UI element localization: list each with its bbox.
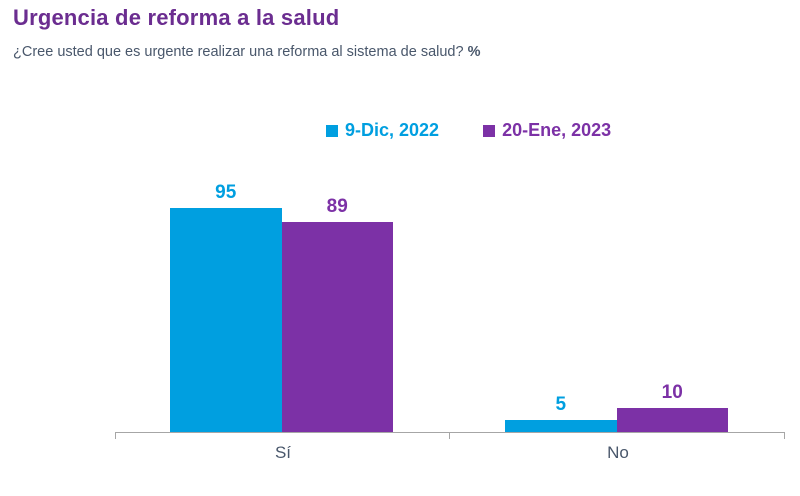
bar-value-label-no-series-1: 10 bbox=[661, 382, 683, 403]
plot-area: 95 89 5 10 bbox=[115, 182, 785, 439]
bar-value-label-sí-series-1: 89 bbox=[326, 196, 348, 217]
axis-tick-left bbox=[115, 432, 116, 439]
bar-sí-series-1 bbox=[281, 222, 393, 432]
axis-tick-center bbox=[449, 432, 450, 439]
legend: 9-Dic, 2022 20-Ene, 2023 bbox=[326, 120, 611, 141]
legend-swatch-icon bbox=[483, 124, 496, 137]
legend-item-dic-2022: 9-Dic, 2022 bbox=[326, 120, 439, 141]
x-axis-line bbox=[115, 432, 785, 433]
bar-sí-series-0 bbox=[170, 208, 282, 432]
bar-value-label-sí-series-0: 95 bbox=[215, 182, 237, 203]
bar-no-series-1 bbox=[616, 408, 728, 432]
category-label-si: Sí bbox=[274, 443, 292, 462]
chart-title: Urgencia de reforma a la salud bbox=[13, 5, 340, 30]
legend-swatch-icon bbox=[326, 124, 338, 137]
chart-subtitle-text: ¿Cree usted que es urgente realizar una … bbox=[13, 44, 464, 60]
chart-subtitle-unit: % bbox=[467, 44, 481, 60]
axis-tick-right bbox=[784, 432, 785, 439]
chart-subtitle: ¿Cree usted que es urgente realizar una … bbox=[13, 44, 481, 60]
bar-no-series-0 bbox=[505, 420, 617, 432]
legend-label: 9-Dic, 2022 bbox=[345, 120, 440, 140]
legend-label: 20-Ene, 2023 bbox=[502, 120, 612, 140]
category-label-no: No bbox=[607, 443, 629, 462]
bar-value-label-no-series-0: 5 bbox=[555, 394, 567, 415]
legend-item-ene-2023: 20-Ene, 2023 bbox=[483, 120, 611, 141]
